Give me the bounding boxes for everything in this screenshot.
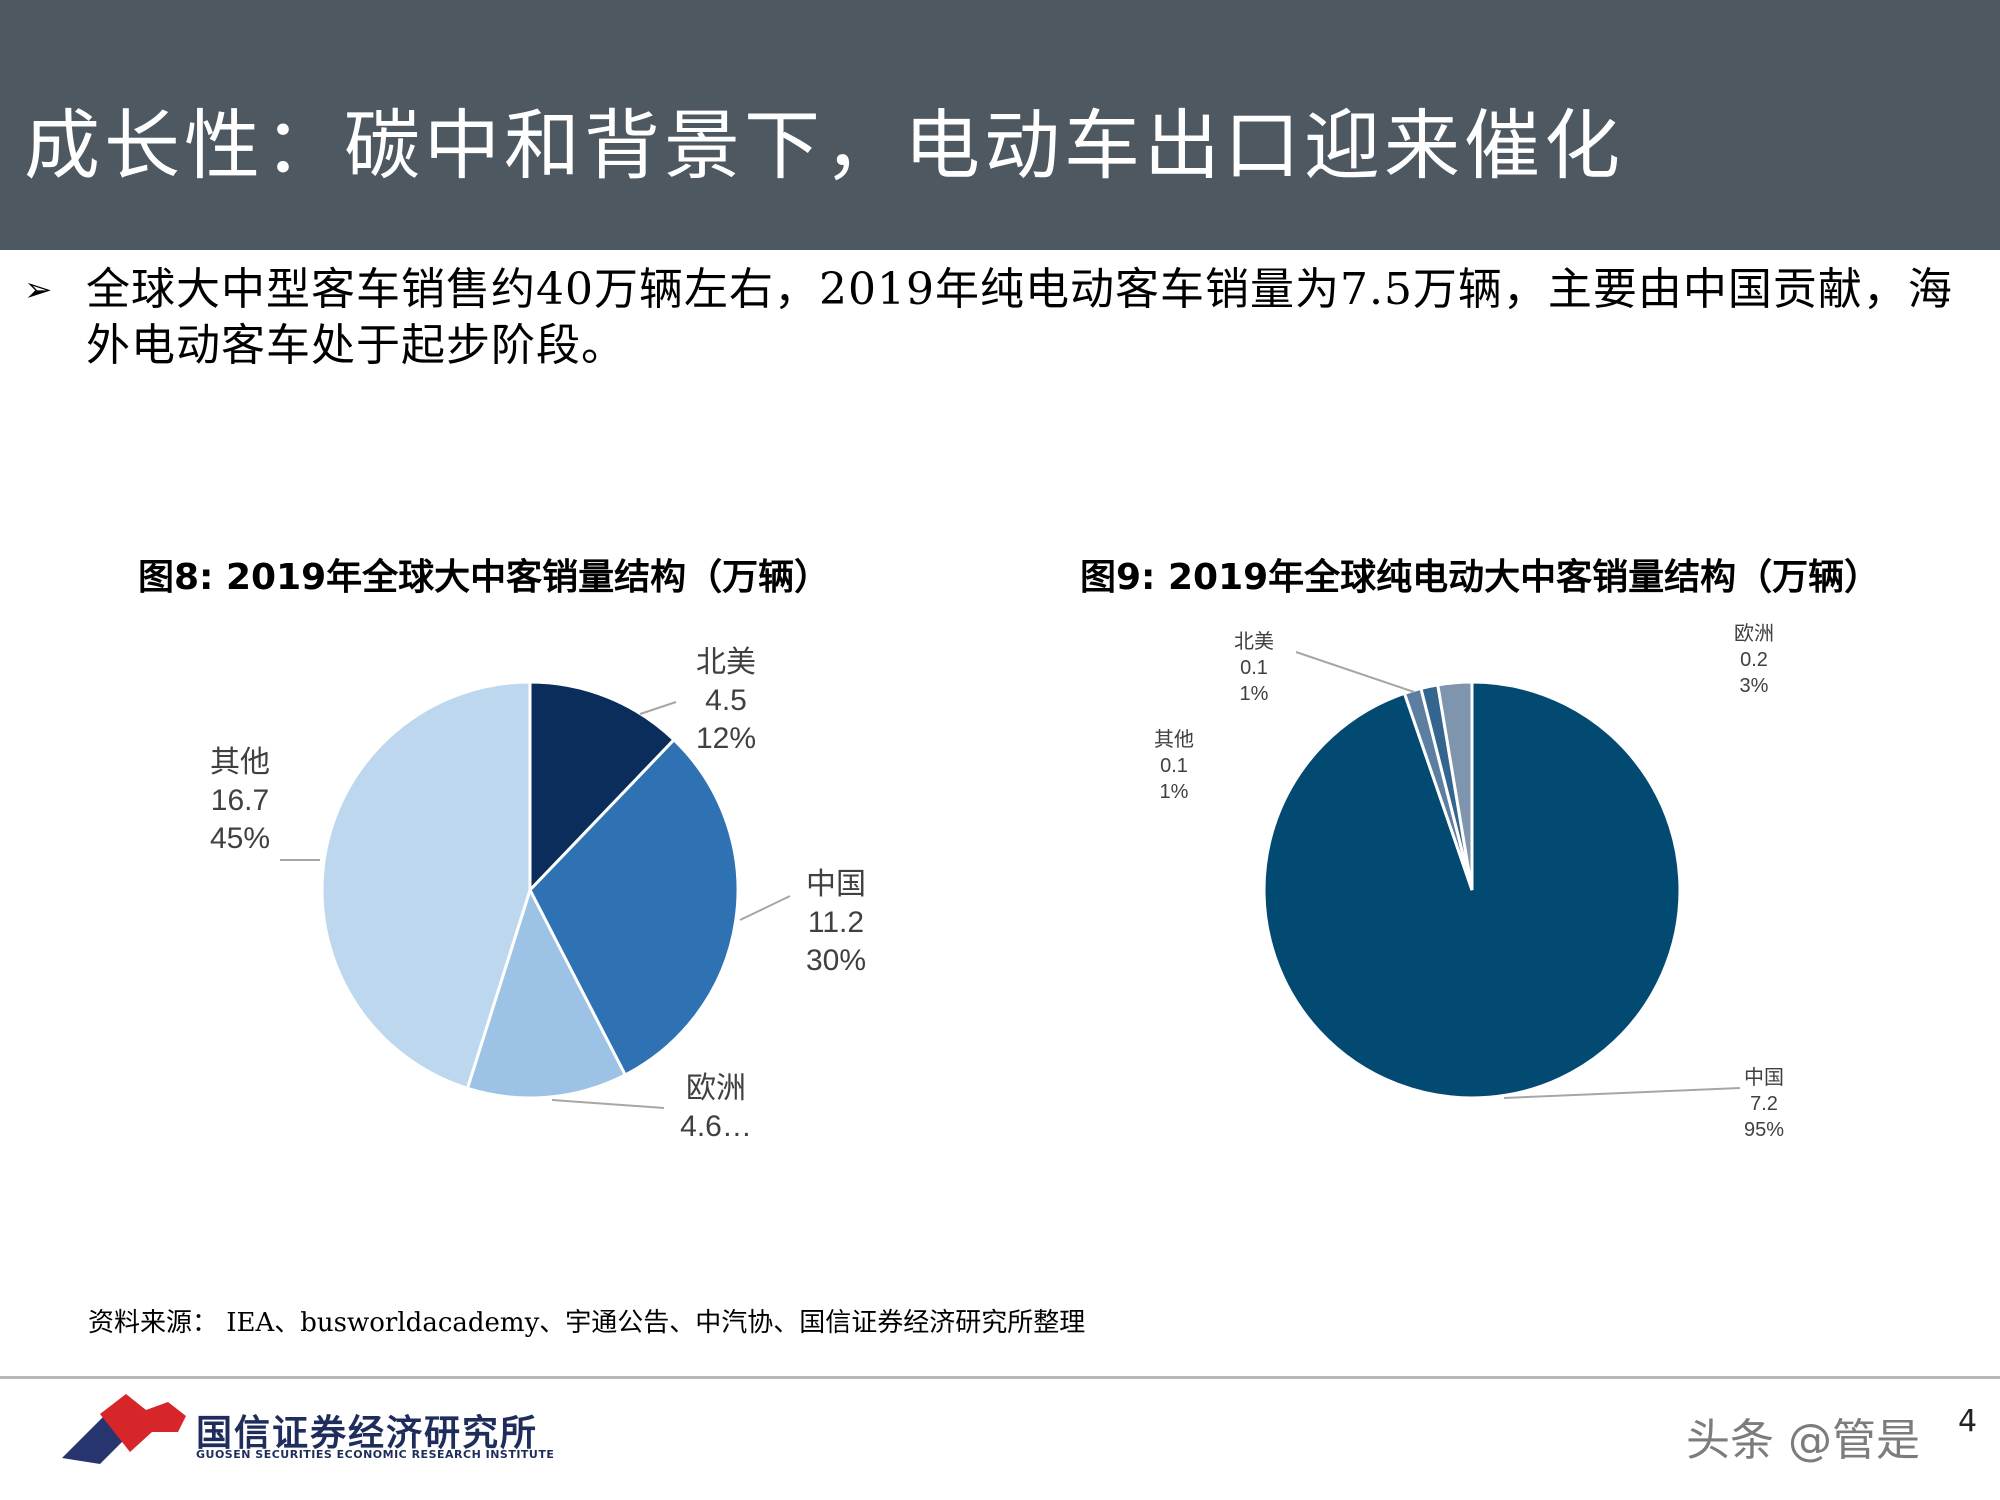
slice-label-name: 中国 [806,867,866,902]
leader-line-北美 [639,701,677,715]
slice-label-value: 4.5 [705,684,747,717]
slice-label-name: 北美 [696,645,756,680]
slice-label-name: 欧洲 [1734,621,1774,645]
slice-label-name: 欧洲 [686,1071,746,1106]
watermark: 头条 @管是 [1686,1415,1920,1466]
slice-label-name: 其他 [1154,727,1194,751]
title-bar: 成长性：碳中和背景下，电动车出口迎来催化 [0,0,2000,250]
slice-label-percent: 3% [1740,675,1769,697]
slice-label-value: 0.1 [1160,755,1188,777]
slice-label-percent: 1% [1160,781,1189,803]
slice-label-name: 其他 [210,745,270,780]
slice-label-name: 北美 [1234,629,1274,653]
slice-label-value: 7.2 [1750,1093,1778,1115]
slice-label-percent: 30% [806,944,866,977]
slice-label-name: 中国 [1744,1065,1784,1089]
slice-label-value: 4.6… [680,1110,752,1143]
leader-line-北美 [1295,651,1415,693]
slice-label-value: 0.2 [1740,649,1768,671]
bullet-text: 全球大中型客车销售约40万辆左右，2019年纯电动客车销量为7.5万辆，主要由中… [86,264,1953,371]
guosen-logo-icon [62,1394,186,1464]
chart-9-title: 图9: 2019年全球纯电动大中客销量结构（万辆） [1080,557,1881,598]
arrow-bullet-icon: ➢ [24,270,53,310]
source-note: 资料来源： IEA、busworldacademy、宇通公告、中汽协、国信证券经… [88,1308,1086,1338]
page-number: 4 [1958,1404,1978,1439]
slice-label-percent: 12% [696,722,756,755]
pie-slice-欧洲 [1436,680,1474,891]
leader-line-中国 [1503,1087,1741,1099]
pie-slice-其他 [320,680,532,1091]
slice-label-value: 16.7 [211,784,269,817]
chart-9-pie: 中国 7.2 95% 其他 0.1 1% 北美 0.1 1% 欧洲 0.2 3% [1154,621,1784,1141]
chart-8-title: 图8: 2019年全球大中客销量结构（万辆） [138,557,831,598]
leader-line-中国 [739,895,791,921]
slice-label-percent: 45% [210,822,270,855]
slice-label-value: 0.1 [1240,657,1268,679]
pie-slice-欧洲 [465,886,628,1100]
slice-label-percent: 1% [1240,683,1269,705]
logo-text: 国信证券经济研究所 [196,1413,539,1454]
logo-subtext: GUOSEN SECURITIES ECONOMIC RESEARCH INST… [196,1448,555,1461]
slice-label-percent: 95% [1744,1119,1784,1141]
leader-line-欧洲 [551,1099,665,1109]
pie-slice-中国 [528,737,740,1077]
pie-slice-北美 [528,680,677,894]
slice-label-value: 11.2 [808,906,864,939]
page-title: 成长性：碳中和背景下，电动车出口迎来催化 [24,101,1624,190]
chart-8-pie: 北美 4.5 12% 中国 11.2 30% 欧洲 4.6… 其他 16.7 45% [210,645,866,1143]
footer-divider [0,1376,2000,1379]
